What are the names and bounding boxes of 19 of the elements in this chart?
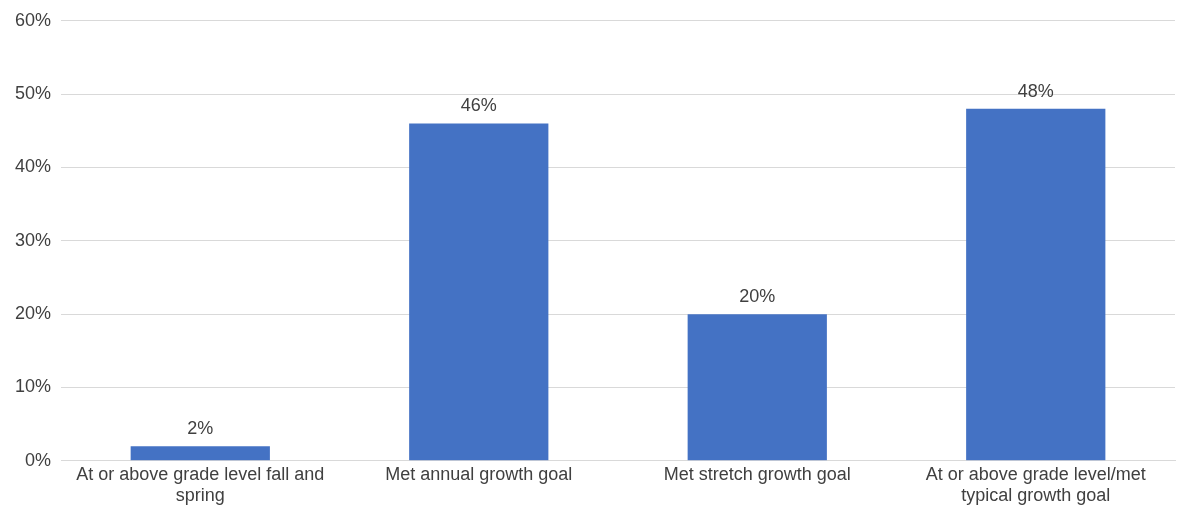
x-tick-label: Met stretch growth goal (663, 463, 851, 484)
y-tick-label: 30% (15, 229, 52, 250)
y-tick-label: 60% (15, 9, 52, 30)
x-tick-label: At or above grade level fall and spring (76, 463, 325, 506)
data-label: 2% (187, 418, 214, 439)
y-tick-label: 40% (15, 156, 52, 177)
y-tick-label: 10% (15, 376, 52, 397)
y-tick-label: 50% (15, 83, 52, 104)
bar (687, 314, 827, 461)
bar (409, 123, 549, 461)
y-tick-label: 0% (25, 449, 52, 470)
bar (130, 446, 270, 461)
bar (966, 108, 1106, 461)
data-label: 20% (739, 286, 776, 307)
x-tick-label: Met annual growth goal (385, 463, 573, 484)
data-label: 48% (1017, 80, 1054, 101)
y-tick-label: 20% (15, 303, 52, 324)
data-label: 46% (460, 95, 497, 116)
x-tick-label: At or above grade level/met typical growth goal (925, 463, 1146, 506)
